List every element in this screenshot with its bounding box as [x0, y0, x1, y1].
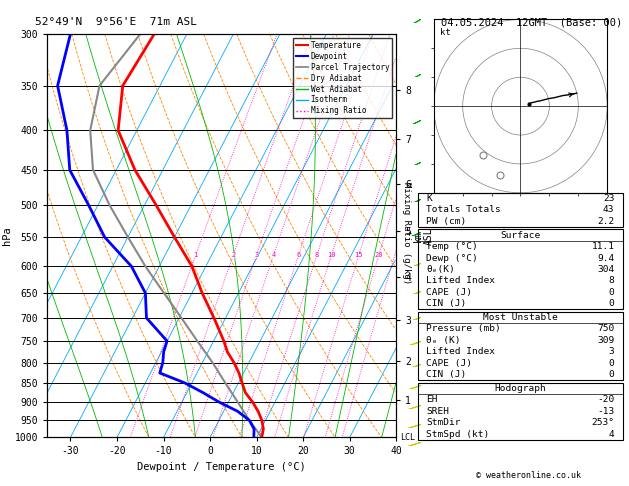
Text: 23: 23 — [603, 194, 615, 203]
Text: θₑ (K): θₑ (K) — [426, 336, 461, 345]
Text: Lifted Index: Lifted Index — [426, 347, 496, 356]
Text: -13: -13 — [598, 407, 615, 416]
Text: Pressure (mb): Pressure (mb) — [426, 325, 501, 333]
Text: 253°: 253° — [591, 418, 615, 427]
Text: LCL: LCL — [400, 433, 415, 442]
Text: CIN (J): CIN (J) — [426, 299, 467, 308]
X-axis label: Dewpoint / Temperature (°C): Dewpoint / Temperature (°C) — [137, 462, 306, 472]
Text: -20: -20 — [598, 396, 615, 404]
Text: 8: 8 — [609, 277, 615, 285]
Text: Hodograph: Hodograph — [494, 384, 547, 393]
Y-axis label: hPa: hPa — [2, 226, 12, 245]
Text: 9.4: 9.4 — [598, 254, 615, 262]
Legend: Temperature, Dewpoint, Parcel Trajectory, Dry Adiabat, Wet Adiabat, Isotherm, Mi: Temperature, Dewpoint, Parcel Trajectory… — [293, 38, 392, 119]
Text: © weatheronline.co.uk: © weatheronline.co.uk — [476, 471, 581, 480]
Text: 0: 0 — [609, 299, 615, 308]
Text: Dewp (°C): Dewp (°C) — [426, 254, 478, 262]
Text: CAPE (J): CAPE (J) — [426, 288, 472, 297]
Text: SREH: SREH — [426, 407, 450, 416]
Text: 11.1: 11.1 — [591, 242, 615, 251]
Text: Totals Totals: Totals Totals — [426, 206, 501, 214]
Text: 1: 1 — [194, 252, 198, 258]
Text: 15: 15 — [355, 252, 363, 258]
Text: CAPE (J): CAPE (J) — [426, 359, 472, 368]
Text: Surface: Surface — [501, 231, 540, 240]
Text: EH: EH — [426, 396, 438, 404]
Text: 3: 3 — [255, 252, 259, 258]
Text: 750: 750 — [598, 325, 615, 333]
Text: CIN (J): CIN (J) — [426, 370, 467, 379]
Text: K: K — [426, 194, 432, 203]
Text: Most Unstable: Most Unstable — [483, 313, 558, 322]
Text: 20: 20 — [375, 252, 383, 258]
Text: StmSpd (kt): StmSpd (kt) — [426, 430, 490, 439]
Text: 4: 4 — [272, 252, 276, 258]
Text: θₑ(K): θₑ(K) — [426, 265, 455, 274]
Text: 4: 4 — [609, 430, 615, 439]
Text: 8: 8 — [315, 252, 319, 258]
Text: StmDir: StmDir — [426, 418, 461, 427]
Text: 0: 0 — [609, 359, 615, 368]
Text: 0: 0 — [609, 370, 615, 379]
Text: 6: 6 — [296, 252, 301, 258]
Text: kt: kt — [440, 28, 450, 37]
Text: 10: 10 — [327, 252, 336, 258]
Y-axis label: km
ASL: km ASL — [413, 227, 434, 244]
Text: PW (cm): PW (cm) — [426, 217, 467, 226]
Text: 52°49'N  9°56'E  71m ASL: 52°49'N 9°56'E 71m ASL — [35, 17, 198, 27]
Text: 43: 43 — [603, 206, 615, 214]
Text: Temp (°C): Temp (°C) — [426, 242, 478, 251]
Text: 2: 2 — [231, 252, 235, 258]
Text: 309: 309 — [598, 336, 615, 345]
Text: Lifted Index: Lifted Index — [426, 277, 496, 285]
Text: 0: 0 — [609, 288, 615, 297]
Text: Mixing Ratio (g/kg): Mixing Ratio (g/kg) — [403, 182, 411, 284]
Text: 3: 3 — [609, 347, 615, 356]
Text: 304: 304 — [598, 265, 615, 274]
Text: 04.05.2024  12GMT  (Base: 00): 04.05.2024 12GMT (Base: 00) — [441, 17, 622, 27]
Text: 2.2: 2.2 — [598, 217, 615, 226]
